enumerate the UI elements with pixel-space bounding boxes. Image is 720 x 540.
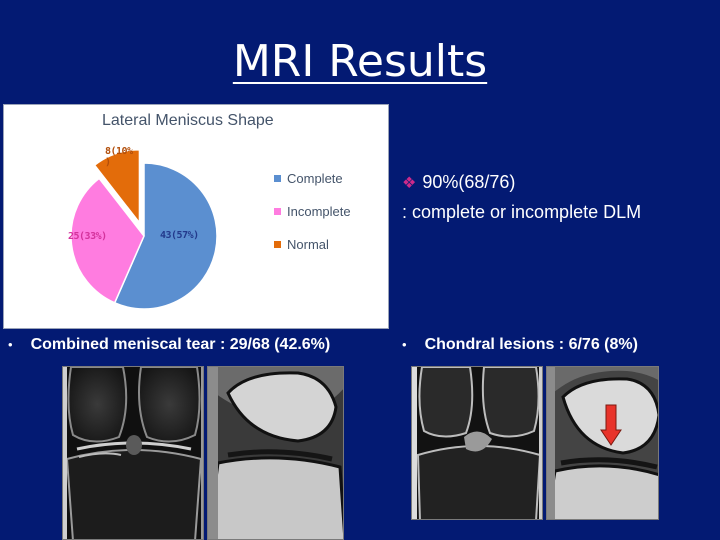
pie-slice-complete	[113, 162, 218, 310]
bullet-dot: •	[8, 337, 13, 352]
bullet-text-meniscal-tear: Combined meniscal tear : 29/68 (42.6%)	[30, 336, 331, 353]
legend-item-complete: Complete	[274, 171, 343, 187]
mri-sagittal-knee-drawing-2	[547, 367, 658, 519]
legend-label-complete: Complete	[287, 171, 343, 186]
mri-sagittal-knee-drawing	[208, 367, 343, 539]
bullet-text-chondral-lesions: Chondral lesions : 6/76 (8%)	[424, 336, 638, 353]
red-down-arrow-icon	[600, 404, 622, 446]
pie-slice-incomplete	[70, 177, 145, 304]
mri-coronal-knee-image	[62, 366, 204, 540]
summary-line-2: : complete or incomplete DLM	[402, 202, 642, 222]
diamond-bullet-icon: ❖	[402, 175, 417, 192]
mri-coronal-knee-drawing-2	[412, 367, 542, 519]
bullet-meniscal-tear: • Combined meniscal tear : 29/68 (42.6%)	[8, 336, 330, 354]
mri-coronal-knee-drawing	[63, 367, 203, 539]
pie-chart-panel: Lateral Meniscus Shape Complete Incomple…	[3, 104, 389, 329]
summary-line-1: ❖ 90%(68/76)	[402, 168, 641, 198]
legend-item-normal: Normal	[274, 237, 329, 253]
chart-title: Lateral Meniscus Shape	[102, 112, 274, 129]
legend-label-normal: Normal	[287, 237, 329, 252]
pie-chart	[70, 149, 218, 310]
data-label-complete: 43(57%)	[160, 230, 199, 241]
legend-swatch-complete	[274, 175, 281, 183]
data-label-normal: 8(10% )	[105, 146, 133, 168]
summary-block: ❖ 90%(68/76) : complete or incomplete DLM	[402, 168, 641, 226]
legend-swatch-normal	[274, 241, 281, 249]
legend-item-incomplete: Incomplete	[274, 204, 351, 220]
bullet-chondral-lesions: • Chondral lesions : 6/76 (8%)	[402, 336, 638, 354]
slide-title: MRI Results	[232, 36, 488, 87]
data-label-incomplete: 25(33%)	[68, 231, 107, 242]
mri-coronal-knee-image-2	[411, 366, 543, 520]
mri-sagittal-knee-image-2	[546, 366, 659, 520]
bullet-dot: •	[402, 337, 407, 352]
legend-swatch-incomplete	[274, 208, 281, 216]
pie-slice-normal	[93, 149, 141, 225]
legend-label-incomplete: Incomplete	[287, 204, 351, 219]
mri-sagittal-knee-image	[207, 366, 344, 540]
summary-percentage: 90%(68/76)	[422, 172, 516, 192]
